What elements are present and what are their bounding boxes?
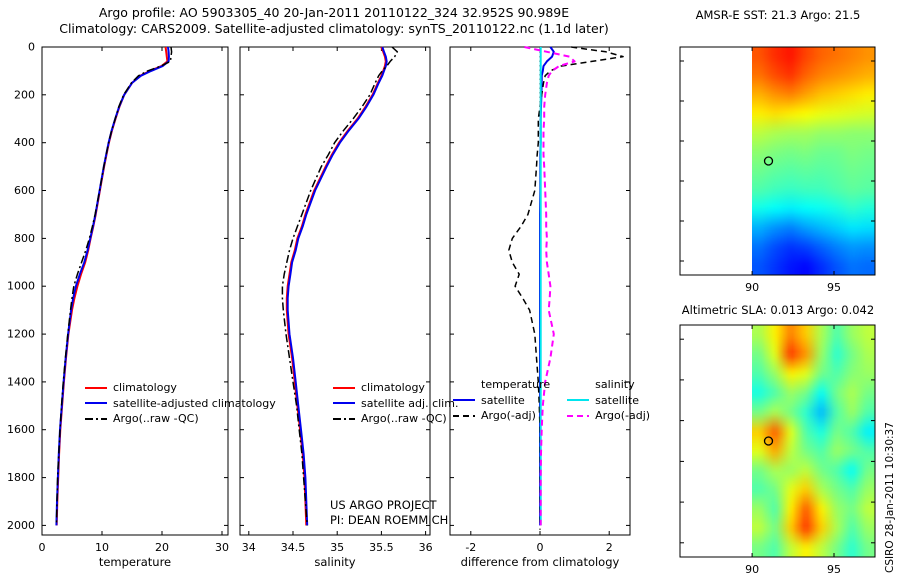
x-axis-label: difference from climatology [461, 555, 620, 569]
legend-label: climatology [361, 381, 425, 394]
figure-title: Argo profile: AO 5903305_40 20-Jan-2011 … [0, 5, 668, 37]
sst-map-title: AMSR-E SST: 21.3 Argo: 21.5 [695, 8, 861, 22]
y-tick-label: 800 [14, 232, 35, 245]
series-argo-raw-qc-line [281, 46, 399, 526]
legend-temperature-panel: climatology satellite-adjusted climatolo… [84, 380, 276, 427]
legend-label: satellite [595, 393, 639, 407]
legend-label: satellite adj. clim. [361, 396, 459, 410]
title-line1: Argo profile: AO 5903305_40 20-Jan-2011 … [98, 5, 570, 20]
title-line2: Climatology: CARS2009. Satellite-adjuste… [59, 21, 609, 36]
argo-float-marker [763, 156, 774, 166]
y-tick-label: 400 [14, 136, 35, 149]
legend-item: climatology [84, 380, 276, 396]
x-tick-label: 90 [745, 563, 759, 576]
x-tick-label: 0 [39, 541, 46, 554]
y-tick-label: 200 [14, 88, 35, 101]
series-argo-adj-line [524, 46, 576, 526]
x-tick-label: 34 [242, 541, 256, 554]
x-tick-label: 10 [95, 541, 109, 554]
axes-box [239, 46, 431, 536]
argo-raw-line-swatch [333, 417, 355, 420]
x-axis-label: salinity [314, 555, 355, 569]
y-tick-label: 1400 [7, 375, 35, 388]
sla-map-title: Altimetric SLA: 0.013 Argo: 0.042 [681, 303, 875, 317]
climatology-line-swatch [85, 386, 107, 389]
x-tick-label: -2 [465, 541, 476, 554]
y-tick-label: 1800 [7, 471, 35, 484]
legend-item: Argo(-adj) [452, 408, 550, 424]
legend-temperature-column: temperature satellite Argo(-adj) [452, 377, 550, 424]
x-tick-label: 36 [419, 541, 433, 554]
series-satellite-line [539, 46, 555, 526]
series-argo-raw-qc-line [55, 46, 173, 526]
legend-salinity-panel: climatology satellite adj. clim. Argo(..… [332, 380, 458, 427]
axes-box [679, 324, 876, 558]
temp-satellite-line-swatch [453, 399, 475, 402]
series-climatology-line [285, 46, 387, 526]
satellite-adj-line-swatch [333, 402, 355, 405]
y-tick-label: 1000 [7, 280, 35, 293]
legend-item: Argo(..raw -QC) [332, 411, 458, 427]
x-tick-label: 0 [537, 541, 544, 554]
legend-item: Argo(..raw -QC) [84, 411, 276, 427]
x-tick-label: 30 [215, 541, 229, 554]
x-axis-label: temperature [99, 555, 171, 569]
legend-salinity-column: salinity satellite Argo(-adj) [566, 377, 650, 424]
legend-label: climatology [113, 381, 177, 394]
x-tick-label: 35 [330, 541, 344, 554]
legend-header-temperature: temperature [481, 378, 551, 391]
argo-float-marker [763, 436, 774, 446]
project-line1: US ARGO PROJECT [330, 498, 437, 512]
y-tick-label: 600 [14, 184, 35, 197]
satellite-adjusted-line-swatch [85, 402, 107, 405]
csiro-watermark: CSIRO 28-Jan-2011 10:30:37 [884, 422, 896, 573]
y-tick-label: 1600 [7, 423, 35, 436]
legend-item: satellite [566, 393, 650, 409]
climatology-line-swatch [333, 386, 355, 389]
legend-item: Argo(-adj) [566, 408, 650, 424]
x-tick-label: 95 [827, 281, 841, 294]
x-tick-label: 95 [827, 563, 841, 576]
project-annotation: US ARGO PROJECT PI: DEAN ROEMMICH [330, 498, 448, 528]
legend-label: Argo(-adj) [595, 409, 651, 422]
axes-box [679, 46, 876, 276]
legend-header-salinity: salinity [595, 378, 635, 391]
y-tick-label: 1200 [7, 328, 35, 341]
legend-label: Argo(-adj) [481, 409, 536, 422]
x-tick-label: 35.5 [369, 541, 394, 554]
legend-label: Argo(..raw -QC) [361, 412, 447, 425]
series-satellite-adj-clim-line [286, 46, 388, 526]
y-tick-label: 0 [28, 41, 35, 54]
y-tick-label: 2000 [7, 519, 35, 532]
x-tick-label: 2 [606, 541, 613, 554]
x-tick-label: 90 [745, 281, 759, 294]
sal-argo-line-swatch [567, 414, 590, 417]
legend-item: satellite adj. clim. [332, 396, 458, 412]
project-line2: PI: DEAN ROEMMICH [330, 513, 449, 527]
argo-raw-line-swatch [85, 417, 107, 420]
legend-difference-panel: temperature satellite Argo(-adj) salinit… [452, 377, 650, 424]
legend-item: satellite-adjusted climatology [84, 396, 276, 412]
legend-item: satellite [452, 393, 550, 409]
sal-satellite-line-swatch [567, 399, 590, 402]
legend-label: satellite [481, 393, 525, 407]
temp-argo-line-swatch [453, 414, 475, 417]
axes-box [41, 46, 229, 536]
x-tick-label: 20 [155, 541, 169, 554]
legend-label: Argo(..raw -QC) [113, 412, 199, 425]
x-tick-label: 34.5 [281, 541, 306, 554]
legend-item: climatology [332, 380, 458, 396]
series-argo-adj-line [508, 46, 624, 526]
legend-label: satellite-adjusted climatology [113, 396, 276, 410]
